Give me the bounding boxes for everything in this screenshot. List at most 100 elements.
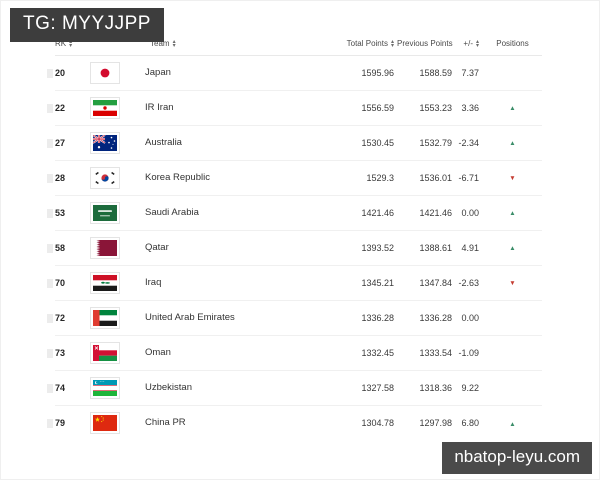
total-points-cell: 1595.96 [361, 67, 394, 78]
korea-republic-flag-icon [90, 166, 120, 189]
previous-points-cell: 1588.59 [419, 67, 452, 78]
points-diff-cell: 3.36 [461, 102, 479, 113]
team-row-china-pr[interactable]: 79 China PR 1304.78 1297.98 6.80 ▲ [47, 405, 542, 440]
position-change-cell: ▲ [483, 90, 542, 125]
row-edge-marker [47, 313, 53, 323]
previous-points-cell: 1421.46 [419, 207, 452, 218]
previous-points-cell: 1388.61 [419, 242, 452, 253]
rank-cell: 72 [47, 300, 90, 335]
rank-cell: 53 [47, 195, 90, 230]
row-edge-marker [47, 348, 53, 358]
team-cell: Iraq [90, 265, 302, 300]
ranking-table-container: RK ▴ ▾ Team ▴ ▾ Total Points ▴ ▾ Previous Points +… [47, 33, 542, 440]
rank-cell: 22 [47, 90, 90, 125]
site-watermark-badge: nbatop-leyu.com [442, 442, 592, 474]
ir-iran-flag-icon [90, 96, 120, 119]
position-down-icon: ▼ [509, 175, 516, 183]
sort-icon: ▴ ▾ [69, 39, 73, 50]
team-name: Iraq [145, 277, 162, 288]
points-diff-cell: -6.71 [458, 172, 479, 183]
team-cell: United Arab Emirates [90, 300, 302, 335]
team-name: Australia [145, 137, 182, 148]
total-points-cell: 1345.21 [361, 277, 394, 288]
rank-cell: 20 [47, 55, 90, 90]
australia-flag-icon [90, 131, 120, 154]
team-cell: Korea Republic [90, 160, 302, 195]
uzbekistan-flag-icon [90, 376, 120, 399]
row-edge-marker [47, 243, 53, 253]
sort-icon: ▴ ▾ [475, 39, 479, 50]
total-points-cell: 1304.78 [361, 417, 394, 428]
row-edge-marker [47, 208, 53, 218]
fifa-ranking-table: RK ▴ ▾ Team ▴ ▾ Total Points ▴ ▾ Previous Points +… [47, 33, 542, 440]
column-label-rk: RK [55, 39, 67, 49]
team-row-oman[interactable]: 73 Oman 1332.45 1333.54 -1.09 [47, 335, 542, 370]
rank-cell: 79 [47, 405, 90, 440]
position-change-cell [483, 335, 542, 370]
position-change-cell: ▲ [483, 405, 542, 440]
team-row-australia[interactable]: 27 Australia 1530.45 1532.79 -2.34 ▲ [47, 125, 542, 160]
points-diff-cell: 0.00 [461, 312, 479, 323]
points-diff-cell: -2.34 [458, 137, 479, 148]
total-points-cell: 1530.45 [361, 137, 394, 148]
rank-cell: 73 [47, 335, 90, 370]
position-change-cell: ▲ [483, 230, 542, 265]
team-cell: Japan [90, 55, 302, 90]
team-cell: IR Iran [90, 90, 302, 125]
team-row-qatar[interactable]: 58 Qatar 1393.52 1388.61 4.91 ▲ [47, 230, 542, 265]
team-cell: Qatar [90, 230, 302, 265]
team-cell: Uzbekistan [90, 370, 302, 405]
saudi-arabia-flag-icon [90, 201, 120, 224]
position-up-icon: ▲ [509, 245, 516, 253]
previous-points-cell: 1333.54 [419, 347, 452, 358]
points-diff-cell: -1.09 [458, 347, 479, 358]
column-header-diff[interactable]: +/- ▴ ▾ [457, 33, 483, 56]
column-header-positions: Positions [483, 33, 542, 56]
oman-flag-icon [90, 341, 120, 364]
team-row-saudi-arabia[interactable]: 53 Saudi Arabia 1421.46 1421.46 0.00 ▲ [47, 195, 542, 230]
position-change-cell: ▼ [483, 265, 542, 300]
table-body: 20 Japan 1595.96 1588.59 7.37 22 IR Iran 1556.5… [47, 55, 542, 440]
total-points-cell: 1336.28 [361, 312, 394, 323]
team-name: Oman [145, 347, 171, 358]
column-header-previous: Previous Points [397, 33, 457, 56]
position-up-icon: ▲ [509, 210, 516, 218]
row-edge-marker [47, 383, 53, 393]
previous-points-cell: 1347.84 [419, 277, 452, 288]
column-label-previous: Previous Points [397, 39, 453, 49]
column-label-total: Total Points [346, 39, 388, 49]
column-label-team: Team [150, 39, 170, 49]
team-name: Korea Republic [145, 172, 210, 183]
row-edge-marker [47, 278, 53, 288]
position-change-cell: ▲ [483, 195, 542, 230]
column-header-total[interactable]: Total Points ▴ ▾ [302, 33, 397, 56]
position-change-cell [483, 370, 542, 405]
previous-points-cell: 1536.01 [419, 172, 452, 183]
previous-points-cell: 1297.98 [419, 417, 452, 428]
team-row-ir-iran[interactable]: 22 IR Iran 1556.59 1553.23 3.36 ▲ [47, 90, 542, 125]
tg-watermark-badge: TG: MYYJJPP [10, 8, 164, 42]
team-row-korea-republic[interactable]: 28 Korea Republic 1529.3 1536.01 -6.71 ▼ [47, 160, 542, 195]
rank-cell: 58 [47, 230, 90, 265]
team-row-uzbekistan[interactable]: 74 Uzbekistan 1327.58 1318.36 9.22 [47, 370, 542, 405]
previous-points-cell: 1532.79 [419, 137, 452, 148]
total-points-cell: 1421.46 [361, 207, 394, 218]
row-edge-marker [47, 103, 53, 113]
position-change-cell: ▲ [483, 125, 542, 160]
united-arab-emirates-flag-icon [90, 306, 120, 329]
column-label-diff: +/- [463, 39, 473, 49]
rank-cell: 27 [47, 125, 90, 160]
team-row-japan[interactable]: 20 Japan 1595.96 1588.59 7.37 [47, 55, 542, 90]
team-cell: Australia [90, 125, 302, 160]
japan-flag-icon [90, 61, 120, 84]
team-name: Saudi Arabia [145, 207, 199, 218]
team-cell: Oman [90, 335, 302, 370]
rank-cell: 28 [47, 160, 90, 195]
row-edge-marker [47, 418, 53, 428]
row-edge-marker [47, 138, 53, 148]
points-diff-cell: 7.37 [461, 67, 479, 78]
team-row-united-arab-emirates[interactable]: 72 United Arab Emirates 1336.28 1336.28 0.00 [47, 300, 542, 335]
team-row-iraq[interactable]: 70 Iraq 1345.21 1347.84 -2.63 ▼ [47, 265, 542, 300]
team-cell: China PR [90, 405, 302, 440]
